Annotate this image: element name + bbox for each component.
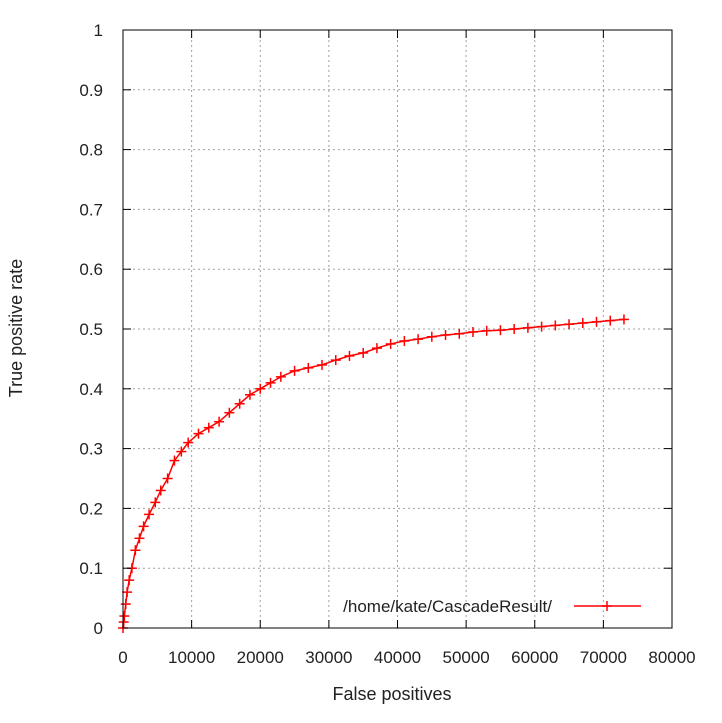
data-point xyxy=(255,383,266,394)
data-point xyxy=(564,319,575,330)
data-point xyxy=(138,521,149,532)
data-point xyxy=(426,331,437,342)
data-point xyxy=(275,371,286,382)
data-point xyxy=(591,316,602,327)
data-point xyxy=(371,343,382,354)
x-tick-label: 0 xyxy=(118,648,127,667)
data-point xyxy=(119,611,130,622)
ticks: 0 10000 20000 30000 40000 50000 60000 70000 8000… xyxy=(79,21,695,667)
y-tick-label: 0.1 xyxy=(79,559,103,578)
y-tick-label: 0.2 xyxy=(79,499,103,518)
data-point xyxy=(120,599,131,610)
y-tick-label: 0 xyxy=(94,619,103,638)
data-point xyxy=(467,326,478,337)
x-tick-label: 30000 xyxy=(305,648,352,667)
legend-marker xyxy=(602,601,612,611)
x-tick-label: 70000 xyxy=(580,648,627,667)
series-layer xyxy=(118,314,629,633)
data-point xyxy=(244,389,255,400)
x-tick-label: 20000 xyxy=(237,648,284,667)
y-tick-label: 0.3 xyxy=(79,440,103,459)
data-point xyxy=(289,365,300,376)
data-point xyxy=(124,575,135,586)
data-point xyxy=(169,455,180,466)
data-point xyxy=(162,473,173,484)
data-point xyxy=(495,325,506,336)
data-point xyxy=(440,329,451,340)
data-point xyxy=(481,325,492,336)
y-tick-label: 0.6 xyxy=(79,260,103,279)
x-tick-label: 80000 xyxy=(648,648,695,667)
data-point xyxy=(358,347,369,358)
y-tick-label: 0.4 xyxy=(79,380,103,399)
data-point xyxy=(550,320,561,331)
data-point xyxy=(577,318,588,329)
data-point xyxy=(605,315,616,326)
x-tick-label: 40000 xyxy=(374,648,421,667)
data-point xyxy=(150,497,161,508)
data-point xyxy=(176,446,187,457)
y-tick-label: 1 xyxy=(94,21,103,40)
x-tick-label: 10000 xyxy=(168,648,215,667)
data-point xyxy=(203,422,214,433)
series-line xyxy=(122,318,625,629)
data-point xyxy=(134,533,145,544)
data-point xyxy=(234,398,245,409)
data-point xyxy=(303,362,314,373)
data-point xyxy=(155,485,166,496)
data-point xyxy=(522,322,533,333)
data-point xyxy=(214,416,225,427)
y-tick-label: 0.5 xyxy=(79,320,103,339)
legend-label: /home/kate/CascadeResult/ xyxy=(343,597,552,616)
data-point xyxy=(454,328,465,339)
data-point xyxy=(317,359,328,370)
legend: /home/kate/CascadeResult/ xyxy=(343,597,641,616)
x-tick-label: 50000 xyxy=(442,648,489,667)
data-point xyxy=(618,314,629,325)
x-tick-label: 60000 xyxy=(511,648,558,667)
data-point xyxy=(413,334,424,345)
data-point xyxy=(399,335,410,346)
legend-marker-plus xyxy=(602,601,612,611)
data-point xyxy=(509,324,520,334)
data-point xyxy=(344,350,355,361)
data-point xyxy=(385,338,396,349)
data-point xyxy=(183,437,194,448)
data-point xyxy=(144,509,155,520)
data-point xyxy=(536,321,547,332)
data-point xyxy=(224,407,235,418)
data-point xyxy=(265,377,276,388)
y-tick-label: 0.8 xyxy=(79,141,103,160)
x-axis-title: False positives xyxy=(332,684,451,704)
data-point xyxy=(122,587,133,598)
grid-lines xyxy=(123,30,672,628)
data-point xyxy=(330,355,341,366)
y-tick-label: 0.7 xyxy=(79,200,103,219)
y-tick-label: 0.9 xyxy=(79,81,103,100)
data-point xyxy=(193,428,204,439)
data-point xyxy=(130,545,141,556)
y-axis-title: True positive rate xyxy=(6,259,26,397)
